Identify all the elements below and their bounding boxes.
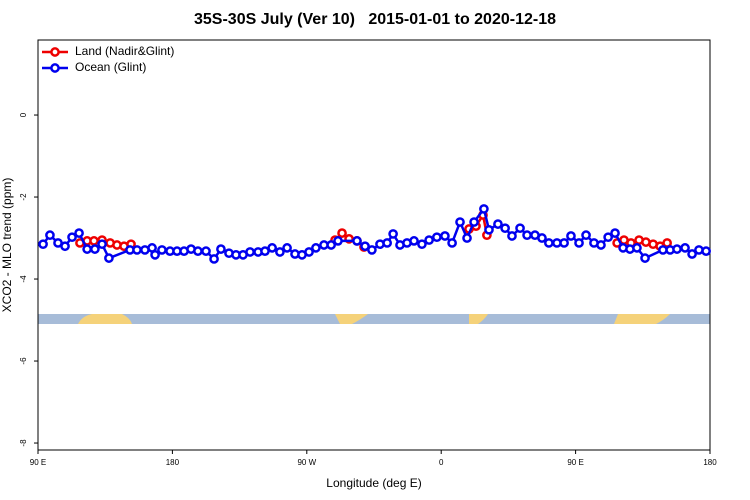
x-tick-label: 0 bbox=[439, 458, 444, 467]
data-point bbox=[574, 238, 584, 248]
chart-title: 35S-30S July (Ver 10) 2015-01-01 to 2020… bbox=[194, 11, 556, 28]
data-point bbox=[104, 253, 114, 263]
y-tick-label: -6 bbox=[19, 357, 28, 365]
y-tick-label: -8 bbox=[19, 439, 28, 447]
data-point bbox=[245, 247, 255, 257]
data-point bbox=[424, 235, 434, 245]
legend-label: Ocean (Glint) bbox=[75, 60, 146, 74]
data-point bbox=[209, 254, 219, 264]
data-point bbox=[337, 228, 347, 238]
legend-label: Land (Nadir&Glint) bbox=[75, 44, 174, 58]
data-point bbox=[507, 231, 517, 241]
data-point bbox=[596, 240, 606, 250]
data-point bbox=[382, 238, 392, 248]
data-point bbox=[326, 240, 336, 250]
data-point bbox=[360, 241, 370, 252]
data-point bbox=[60, 241, 70, 252]
data-point bbox=[45, 230, 55, 241]
data-point bbox=[432, 232, 442, 243]
data-point bbox=[388, 229, 398, 239]
data-point bbox=[559, 238, 569, 248]
x-tick-label: 90 E bbox=[30, 458, 46, 467]
data-point bbox=[82, 244, 92, 254]
data-point bbox=[132, 245, 142, 255]
plot-frame bbox=[37, 39, 711, 451]
data-point bbox=[469, 217, 479, 227]
data-point bbox=[479, 204, 489, 214]
data-point bbox=[493, 219, 503, 229]
data-point bbox=[67, 232, 77, 243]
data-point bbox=[74, 228, 84, 238]
data-point bbox=[97, 239, 107, 250]
data-point bbox=[193, 246, 203, 256]
data-point bbox=[687, 249, 697, 259]
legend-marker bbox=[50, 47, 60, 57]
data-point bbox=[544, 238, 554, 248]
data-point bbox=[522, 230, 532, 241]
data-point bbox=[515, 223, 525, 234]
data-point bbox=[701, 246, 711, 256]
data-point bbox=[440, 231, 450, 241]
data-point bbox=[311, 243, 321, 253]
data-point bbox=[38, 239, 48, 250]
data-point bbox=[581, 230, 591, 241]
data-point bbox=[462, 233, 472, 243]
data-point bbox=[640, 253, 650, 263]
x-tick-label: 180 bbox=[166, 458, 180, 467]
data-point bbox=[447, 238, 457, 248]
data-point bbox=[150, 249, 160, 260]
data-point bbox=[267, 243, 278, 253]
x-axis-label: Longitude (deg E) bbox=[326, 476, 421, 490]
data-point bbox=[90, 244, 100, 254]
y-tick-label: -4 bbox=[19, 275, 28, 283]
legend-marker bbox=[50, 63, 60, 73]
data-point bbox=[680, 243, 690, 253]
data-point bbox=[352, 236, 362, 246]
land-strip bbox=[38, 314, 710, 324]
data-point bbox=[455, 217, 465, 227]
x-tick-label: 90 W bbox=[297, 458, 316, 467]
data-point bbox=[367, 245, 377, 255]
data-point bbox=[603, 232, 614, 243]
data-point bbox=[537, 233, 547, 243]
data-point bbox=[417, 239, 427, 250]
data-point bbox=[333, 236, 343, 246]
data-point bbox=[409, 236, 419, 246]
x-tick-label: 90 E bbox=[567, 458, 583, 467]
data-point bbox=[275, 247, 285, 257]
data-point bbox=[632, 243, 642, 253]
data-point bbox=[610, 228, 620, 238]
data-point bbox=[89, 236, 99, 246]
data-point bbox=[282, 243, 292, 253]
data-point bbox=[201, 246, 211, 256]
y-axis-label: XCO2 - MLO trend (ppm) bbox=[0, 178, 14, 313]
data-point bbox=[304, 247, 314, 257]
data-point bbox=[500, 223, 510, 234]
x-tick-label: 180 bbox=[703, 458, 717, 467]
data-point bbox=[672, 244, 682, 254]
data-point bbox=[484, 224, 494, 235]
data-point bbox=[566, 231, 576, 241]
data-point bbox=[216, 244, 226, 254]
y-tick-label: 0 bbox=[19, 112, 28, 117]
data-point bbox=[157, 245, 167, 255]
y-tick-label: -2 bbox=[19, 193, 28, 201]
